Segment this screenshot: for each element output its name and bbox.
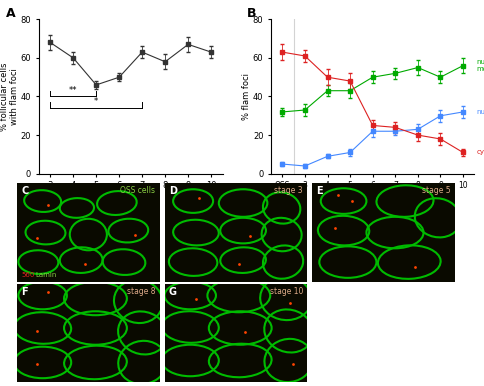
Y-axis label: % follicular cells
with flam foci: % follicular cells with flam foci <box>0 62 19 131</box>
X-axis label: Stage: Stage <box>359 196 387 206</box>
Text: stage 5: stage 5 <box>422 186 451 195</box>
Text: D: D <box>169 186 177 196</box>
Text: **: ** <box>69 86 77 95</box>
Text: A: A <box>6 7 15 20</box>
Text: F: F <box>21 287 28 297</box>
Text: OSS cells: OSS cells <box>121 186 155 195</box>
X-axis label: Stage: Stage <box>117 196 145 206</box>
Text: C: C <box>21 186 29 196</box>
Text: nucleus: nucleus <box>477 109 484 115</box>
Text: G: G <box>169 287 177 297</box>
Text: Lamin: Lamin <box>35 272 57 278</box>
Text: stage 8: stage 8 <box>127 287 155 296</box>
Text: cytoplasm: cytoplasm <box>477 149 484 156</box>
Text: E: E <box>317 186 323 196</box>
Text: stage 10: stage 10 <box>270 287 303 296</box>
Text: 560: 560 <box>21 272 34 278</box>
Text: B: B <box>247 7 256 20</box>
Y-axis label: % flam foci: % flam foci <box>242 73 251 120</box>
Text: *: * <box>94 97 98 106</box>
Text: stage 3: stage 3 <box>274 186 303 195</box>
Text: nuclear
membrane: nuclear membrane <box>477 59 484 72</box>
